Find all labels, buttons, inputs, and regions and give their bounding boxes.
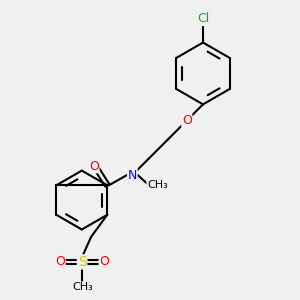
Text: O: O	[182, 114, 192, 127]
Text: O: O	[99, 255, 109, 268]
Text: S: S	[78, 255, 87, 269]
Text: N: N	[128, 169, 137, 182]
Text: O: O	[55, 255, 65, 268]
Text: CH₃: CH₃	[72, 282, 93, 292]
Text: O: O	[89, 160, 99, 173]
Text: Cl: Cl	[197, 13, 209, 26]
Text: CH₃: CH₃	[147, 180, 168, 190]
